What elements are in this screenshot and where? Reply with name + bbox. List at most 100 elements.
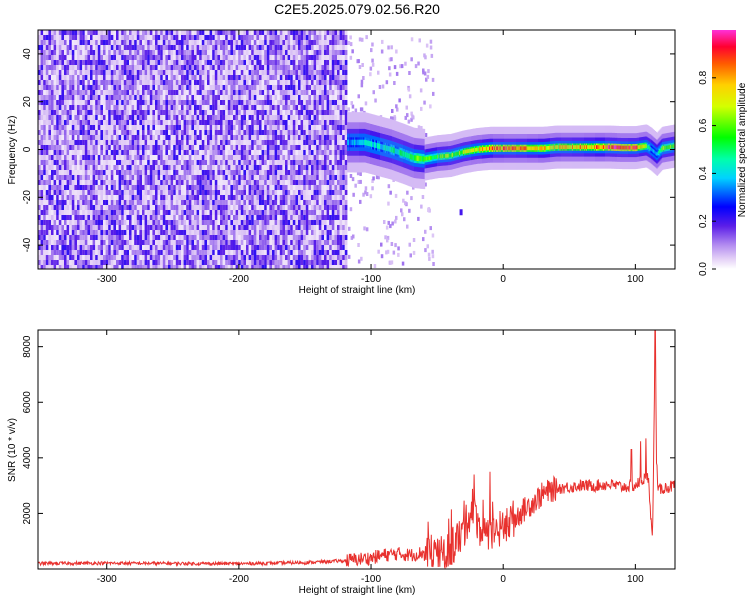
heatmap-cell <box>162 260 166 265</box>
heatmap-cell <box>230 260 233 265</box>
heatmap-cell <box>186 260 189 265</box>
heatmap-cell <box>131 240 135 245</box>
heatmap-cell <box>175 60 179 65</box>
heatmap-cell <box>266 200 270 205</box>
heatmap-cell <box>100 30 103 35</box>
heatmap-cell <box>43 30 46 35</box>
heatmap-cell <box>227 225 231 230</box>
heatmap-cell <box>71 215 75 220</box>
heatmap-cell <box>256 30 259 35</box>
heatmap-cell <box>108 230 111 235</box>
heatmap-cell <box>95 140 98 145</box>
heatmap-cell <box>277 110 280 115</box>
heatmap-cell <box>290 80 293 85</box>
heatmap-cell <box>121 240 124 245</box>
heatmap-cell <box>126 245 129 250</box>
heatmap-cell <box>181 225 184 230</box>
heatmap-cell <box>51 60 54 65</box>
heatmap-cell <box>38 250 41 255</box>
heatmap-cell <box>152 260 155 265</box>
heatmap-cell <box>90 255 93 260</box>
heatmap-cell <box>207 265 210 269</box>
heatmap-cell <box>108 155 111 160</box>
heatmap-cell <box>194 205 197 210</box>
heatmap-cell <box>188 190 192 195</box>
heatmap-cell <box>43 150 46 155</box>
heatmap-cell <box>274 180 278 185</box>
heatmap-cell <box>214 200 218 205</box>
heatmap-cell <box>157 105 161 110</box>
heatmap-cell <box>196 70 200 75</box>
heatmap-cell <box>129 115 132 120</box>
heatmap-cell <box>139 200 142 205</box>
heatmap-cell <box>56 160 59 165</box>
heatmap-cell <box>303 115 306 120</box>
heatmap-cell <box>142 40 145 45</box>
heatmap-cell <box>287 115 291 120</box>
heatmap-cell <box>142 120 145 125</box>
heatmap-cell <box>139 210 142 215</box>
heatmap-cell <box>287 35 291 40</box>
heatmap-cell <box>165 50 168 55</box>
heatmap-cell <box>240 130 244 135</box>
heatmap-cell <box>191 140 194 145</box>
heatmap-cell <box>287 240 291 245</box>
heatmap-cell <box>105 85 109 90</box>
heatmap-cell <box>69 180 72 185</box>
heatmap-cell <box>170 75 174 80</box>
heatmap-cell <box>240 60 244 65</box>
heatmap-cell <box>126 70 129 75</box>
heatmap-cell <box>134 225 137 230</box>
heatmap-cell <box>251 120 254 125</box>
heatmap-cell <box>287 90 291 95</box>
heatmap-cell <box>217 95 220 100</box>
heatmap-cell <box>139 225 142 230</box>
heatmap-cell <box>149 80 153 85</box>
heatmap-cell <box>186 250 189 255</box>
heatmap-cell <box>45 245 49 250</box>
heatmap-cell <box>188 70 192 75</box>
heatmap-cell <box>71 160 75 165</box>
heatmap-cell <box>131 80 135 85</box>
heatmap-cell <box>233 115 236 120</box>
heatmap-cell <box>82 125 85 130</box>
heatmap-cell <box>121 155 124 160</box>
heatmap-cell <box>155 250 158 255</box>
heatmap-cell <box>261 265 265 269</box>
heatmap-cell <box>69 160 72 165</box>
heatmap-cell <box>222 190 226 195</box>
heatmap-cell <box>92 210 96 215</box>
heatmap-cell <box>40 40 44 45</box>
heatmap-cell <box>113 240 116 245</box>
heatmap-cell <box>61 75 64 80</box>
heatmap-cell <box>279 160 283 165</box>
heatmap-cell <box>103 75 106 80</box>
heatmap-cell <box>136 55 140 60</box>
heatmap-cell <box>131 170 135 175</box>
heatmap-cell <box>222 230 226 235</box>
heatmap-cell <box>38 45 41 50</box>
heatmap-cell <box>188 45 192 50</box>
heatmap-cell <box>38 50 41 55</box>
heatmap-cell <box>285 260 288 265</box>
heatmap-cell <box>233 100 236 105</box>
heatmap-cell <box>82 205 85 210</box>
heatmap-cell <box>287 195 291 200</box>
heatmap-cell <box>261 255 265 260</box>
heatmap-cell <box>173 190 176 195</box>
heatmap-cell <box>126 45 129 50</box>
heatmap-cell <box>253 170 257 175</box>
heatmap-cell <box>183 55 187 60</box>
heatmap-cell <box>170 210 174 215</box>
heatmap-cell <box>131 50 135 55</box>
heatmap-cell <box>212 45 215 50</box>
heatmap-cell <box>227 110 231 115</box>
heatmap-cell <box>217 30 220 35</box>
heatmap-cell <box>207 190 210 195</box>
heatmap-cell <box>56 185 59 190</box>
heatmap-cell <box>168 120 171 125</box>
heatmap-cell <box>217 210 220 215</box>
heatmap-cell <box>207 250 210 255</box>
heatmap-cell <box>238 260 241 265</box>
heatmap-cell <box>84 95 88 100</box>
